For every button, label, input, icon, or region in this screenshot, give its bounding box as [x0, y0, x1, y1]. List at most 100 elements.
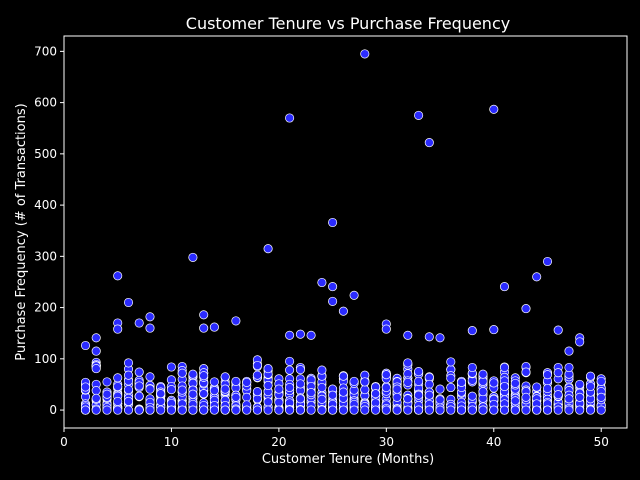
data-point	[349, 376, 359, 386]
data-point	[177, 405, 187, 415]
y-tick-label: 300	[34, 249, 57, 263]
data-point	[317, 382, 327, 393]
data-point	[424, 138, 434, 148]
x-axis-ticks: 0 10 20 30 40 50	[60, 428, 609, 449]
data-point	[209, 322, 219, 332]
data-point	[510, 396, 520, 406]
data-point	[317, 365, 327, 375]
data-point	[575, 379, 585, 389]
data-point	[285, 330, 295, 340]
data-point	[285, 382, 295, 393]
x-tick-label: 0	[60, 435, 68, 449]
data-point	[113, 271, 123, 281]
data-point	[91, 333, 101, 343]
data-point	[123, 405, 134, 415]
data-point	[542, 370, 553, 380]
data-point	[328, 217, 338, 228]
y-tick-label: 0	[49, 403, 57, 417]
data-point	[424, 405, 434, 415]
data-point	[371, 405, 381, 415]
y-tick-label: 200	[34, 301, 57, 315]
data-point	[252, 360, 262, 371]
data-point	[199, 323, 209, 333]
y-tick-label: 400	[34, 198, 57, 212]
data-point	[499, 405, 510, 415]
data-point	[338, 371, 348, 381]
data-point	[145, 405, 155, 415]
data-point	[156, 389, 166, 399]
chart-title: Customer Tenure vs Purchase Frequency	[186, 14, 510, 33]
data-point	[478, 405, 488, 415]
data-point	[564, 362, 574, 373]
data-point	[134, 318, 144, 328]
data-point	[134, 391, 144, 401]
data-point	[113, 373, 123, 383]
y-tick-label: 700	[34, 44, 57, 58]
data-point	[456, 405, 467, 415]
data-point	[499, 282, 510, 292]
data-point	[553, 405, 563, 415]
data-point	[134, 381, 144, 391]
data-point	[177, 368, 187, 378]
data-point	[295, 405, 305, 415]
y-tick-label: 600	[34, 96, 57, 110]
data-point	[274, 405, 284, 415]
data-point	[596, 392, 606, 402]
data-point	[585, 405, 596, 415]
data-point	[424, 390, 434, 400]
data-point	[328, 390, 338, 400]
data-point	[295, 394, 305, 404]
data-point	[209, 377, 219, 387]
data-point	[575, 337, 585, 347]
data-point	[123, 297, 134, 308]
data-point	[467, 405, 477, 415]
y-axis-title: Purchase Frequency (# of Transactions)	[14, 103, 29, 360]
data-point	[478, 387, 488, 397]
data-point	[532, 405, 542, 415]
data-point	[585, 381, 596, 392]
data-point	[360, 377, 370, 387]
data-point	[113, 405, 123, 415]
data-point	[199, 405, 209, 415]
data-point	[209, 386, 219, 396]
data-point	[285, 356, 295, 366]
data-point	[414, 405, 424, 415]
data-point	[134, 405, 144, 415]
data-point	[510, 405, 520, 415]
data-point	[145, 323, 155, 333]
data-point	[231, 392, 241, 402]
data-point	[145, 384, 155, 394]
data-point	[564, 394, 574, 404]
data-point	[403, 330, 413, 340]
data-point	[102, 389, 112, 399]
data-point	[446, 382, 456, 393]
data-point	[123, 370, 134, 380]
data-point	[360, 385, 370, 395]
data-point	[489, 405, 499, 415]
data-point	[285, 405, 295, 415]
data-point	[403, 405, 413, 415]
data-point	[467, 362, 477, 373]
x-tick-label: 30	[379, 435, 394, 449]
data-point	[91, 364, 101, 374]
data-point	[113, 396, 123, 406]
data-point	[381, 370, 391, 380]
data-point	[510, 378, 520, 388]
data-point	[521, 304, 531, 314]
data-point	[328, 405, 338, 415]
data-point	[403, 358, 413, 368]
data-point	[424, 379, 434, 389]
data-point	[446, 405, 456, 415]
data-point	[403, 377, 413, 387]
data-point	[113, 324, 123, 334]
data-point	[91, 393, 101, 403]
data-point	[220, 372, 230, 382]
data-point	[392, 405, 402, 415]
data-point	[446, 357, 456, 367]
data-point	[392, 392, 402, 402]
data-point	[542, 383, 553, 394]
data-point	[435, 395, 445, 405]
data-point	[317, 394, 327, 404]
data-point	[403, 394, 413, 404]
data-point	[156, 396, 166, 406]
